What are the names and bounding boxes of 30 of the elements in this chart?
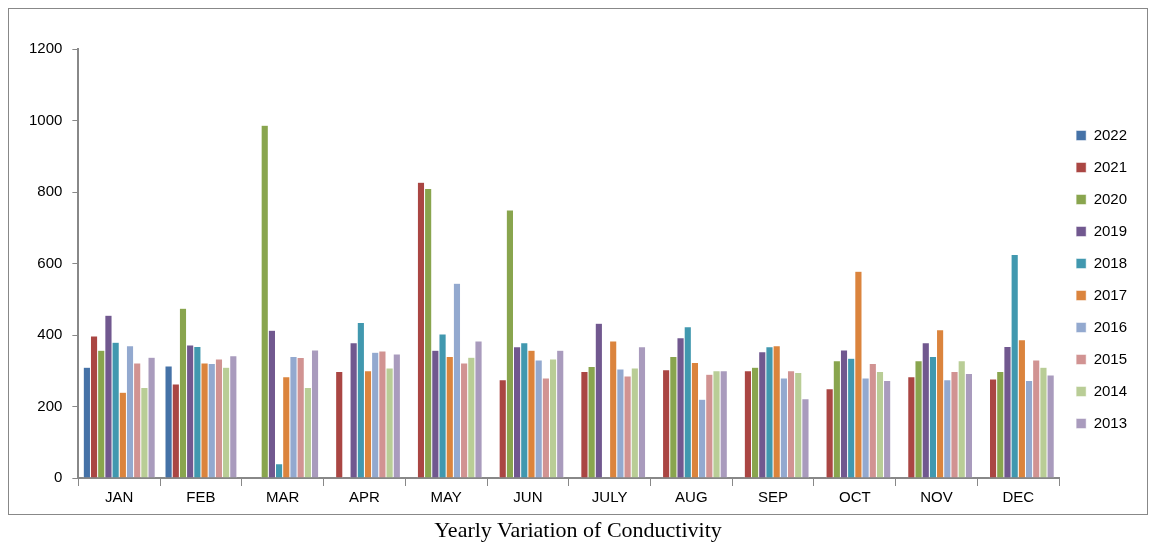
y-tick-label: 800 (37, 182, 63, 200)
y-tick-label: 200 (37, 396, 63, 414)
y-tick-label: 1000 (28, 110, 63, 128)
legend-label: 2013 (1093, 413, 1128, 431)
x-tick-label: JUN (513, 488, 543, 506)
x-tick-label: JAN (105, 488, 134, 506)
legend-label: 2020 (1093, 189, 1128, 207)
legend-label: 2017 (1093, 285, 1128, 303)
y-tick-label: 600 (37, 253, 63, 271)
x-tick-label: AUG (675, 488, 708, 506)
legend-label: 2022 (1093, 125, 1128, 143)
text: Yearly Variation of Conductivity (433, 517, 723, 543)
legend-label: 2015 (1093, 349, 1128, 367)
y-tick-label: 400 (37, 325, 63, 343)
x-tick-label: FEB (186, 488, 216, 506)
legend-label: 2016 (1093, 317, 1128, 335)
x-tick-label: JULY (591, 488, 628, 506)
x-tick-label: NOV (920, 488, 953, 506)
legend-label: 2021 (1093, 157, 1128, 175)
y-tick-label: 1200 (28, 39, 63, 57)
x-tick-label: SEP (758, 488, 789, 506)
x-tick-label: MAY (430, 488, 462, 506)
legend-label: 2014 (1093, 381, 1128, 399)
x-tick-label: MAR (266, 488, 300, 506)
x-tick-label: OCT (838, 488, 871, 506)
x-tick-label: APR (349, 488, 381, 506)
x-tick-label: DEC (1002, 488, 1035, 506)
legend-label: 2019 (1093, 221, 1128, 239)
legend-label: 2018 (1093, 253, 1128, 271)
y-tick-label: 0 (54, 468, 63, 486)
